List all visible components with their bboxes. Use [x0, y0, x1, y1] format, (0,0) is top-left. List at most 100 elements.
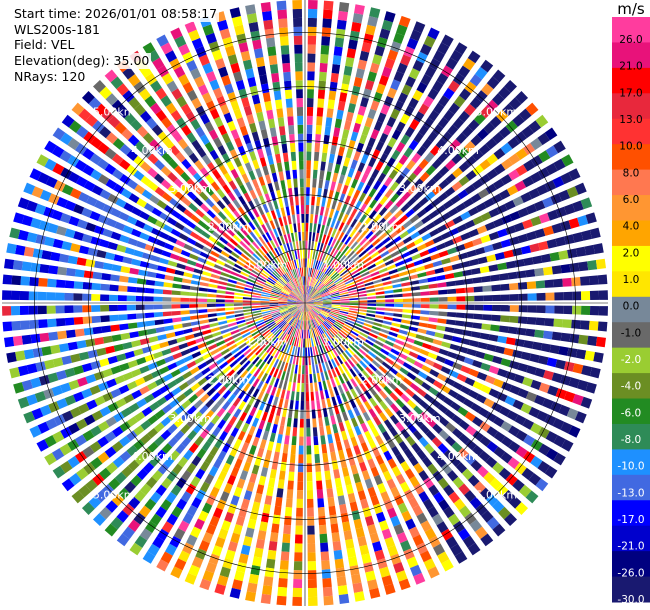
- ray-gate: [419, 423, 430, 435]
- ray-gate: [48, 331, 59, 341]
- ray-gate: [249, 150, 257, 162]
- ray-gate: [381, 276, 391, 282]
- ray-gate: [26, 363, 38, 374]
- ray-gate: [156, 65, 169, 78]
- ray-gate: [512, 349, 523, 359]
- ray-gate: [339, 289, 348, 294]
- ray-gate: [310, 309, 317, 317]
- ray-gate: [305, 303, 314, 307]
- ray-gate: [294, 62, 303, 72]
- ray-gate: [230, 495, 240, 506]
- ray-gate: [271, 348, 278, 357]
- ray-gate: [275, 208, 282, 218]
- ray-gate: [225, 454, 235, 466]
- ray-gate: [315, 316, 322, 325]
- ray-gate: [241, 153, 250, 164]
- ray-gate: [287, 300, 297, 302]
- ray-gate: [316, 345, 321, 355]
- ray-gate: [201, 92, 213, 104]
- ray-gate: [309, 258, 312, 268]
- ray-gate: [394, 303, 404, 308]
- ray-gate: [298, 231, 302, 241]
- ray-gate: [159, 231, 170, 240]
- ray-gate: [246, 114, 255, 125]
- ray-gate: [124, 247, 135, 256]
- ray-gate: [233, 524, 243, 535]
- ray-gate: [336, 155, 343, 165]
- ray-gate: [204, 372, 215, 381]
- ray-gate: [287, 304, 297, 308]
- ray-gate: [308, 310, 313, 320]
- ray-gate: [351, 21, 362, 33]
- ray-gate: [187, 430, 198, 441]
- ray-gate: [208, 376, 219, 386]
- ray-gate: [216, 396, 226, 406]
- ray-gate: [429, 228, 440, 237]
- ray-gate: [458, 161, 470, 173]
- ray-gate: [199, 404, 209, 415]
- ray-gate: [222, 558, 234, 570]
- ray-gate: [245, 246, 255, 255]
- ray-gate: [452, 117, 465, 130]
- ray-gate: [327, 226, 333, 237]
- ray-gate: [403, 342, 413, 350]
- ray-gate: [113, 183, 125, 195]
- ray-gate: [155, 239, 166, 248]
- ray-gate: [448, 491, 460, 504]
- ray-gate: [163, 456, 175, 468]
- ray-gate: [411, 292, 421, 297]
- ray-gate: [475, 350, 486, 359]
- ray-gate: [31, 186, 44, 199]
- ray-gate: [398, 329, 409, 335]
- ray-gate: [75, 176, 88, 188]
- ray-gate: [294, 196, 299, 206]
- ray-gate: [170, 566, 183, 579]
- ray-gate: [496, 483, 509, 497]
- ray-gate: [191, 497, 202, 509]
- ray-gate: [316, 489, 324, 499]
- ray-gate: [322, 295, 331, 299]
- ray-gate: [504, 395, 516, 407]
- ray-gate: [452, 72, 466, 86]
- ray-gate: [525, 269, 536, 278]
- ray-gate: [309, 267, 313, 277]
- ray-gate: [554, 292, 564, 301]
- ray-gate: [156, 34, 169, 47]
- ray-gate: [262, 92, 271, 103]
- ray-gate: [300, 400, 304, 410]
- ray-gate: [348, 456, 356, 467]
- ray-gate: [359, 134, 368, 145]
- ray-gate: [297, 297, 305, 303]
- range-ring-label: 2.00km: [208, 374, 250, 387]
- ray-gate: [475, 90, 488, 103]
- ray-gate: [191, 351, 202, 359]
- ray-gate: [470, 331, 481, 339]
- ray-gate: [289, 260, 294, 270]
- ray-gate: [318, 71, 327, 82]
- ray-gate: [305, 303, 310, 311]
- ray-gate: [55, 318, 66, 327]
- ray-gate: [343, 65, 353, 76]
- ray-gate: [248, 375, 256, 385]
- ray-gate: [378, 267, 388, 274]
- ray-gate: [37, 291, 47, 301]
- ray-gate: [255, 538, 265, 550]
- ray-gate: [380, 250, 390, 258]
- ray-gate: [379, 462, 389, 474]
- ray-gate: [307, 8, 318, 19]
- ray-gate: [308, 276, 312, 286]
- ray-gate: [211, 204, 221, 214]
- ray-gate: [388, 268, 398, 275]
- ray-gate: [336, 281, 345, 287]
- ray-gate: [254, 139, 262, 150]
- ray-gate: [82, 446, 95, 458]
- colorbar-segment: [612, 296, 650, 323]
- ray-gate: [101, 109, 114, 123]
- ray-gate: [349, 300, 359, 303]
- ray-gate: [535, 114, 549, 128]
- ray-gate: [300, 204, 305, 214]
- ray-gate: [339, 92, 348, 103]
- ray-gate: [37, 421, 50, 434]
- ray-gate: [44, 236, 55, 247]
- ray-gate: [367, 15, 379, 27]
